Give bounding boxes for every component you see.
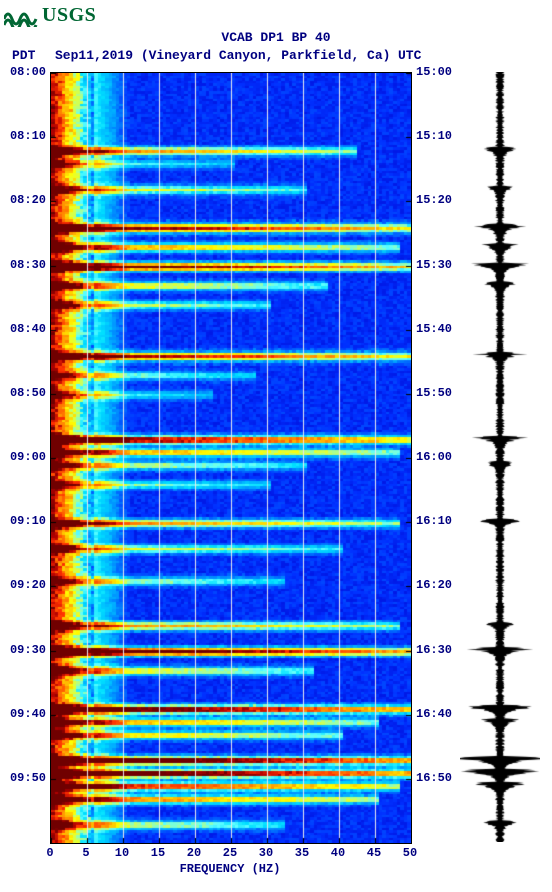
usgs-logo: USGS [4,4,96,27]
tz-left-label: PDT [12,48,35,63]
x-tick: 40 [331,846,345,860]
y-left-tick: 09:30 [2,643,46,657]
x-tick: 0 [46,846,53,860]
page-root: USGS VCAB DP1 BP 40 PDT Sep11,2019 (Vine… [0,0,552,892]
y-left-tick: 09:40 [2,707,46,721]
x-tick: 30 [259,846,273,860]
y-right-tick: 16:20 [416,578,452,592]
y-left-tick: 09:20 [2,578,46,592]
y-right-tick: 16:40 [416,707,452,721]
spectrogram-canvas [51,73,411,843]
y-left-tick: 08:20 [2,193,46,207]
x-tick: 50 [403,846,417,860]
y-left-tick: 08:30 [2,258,46,272]
x-tick: 15 [151,846,165,860]
x-tick: 20 [187,846,201,860]
y-right-tick: 16:30 [416,643,452,657]
x-tick: 25 [223,846,237,860]
wave-icon [4,5,38,27]
y-right-tick: 15:10 [416,129,452,143]
y-left-tick: 08:00 [2,65,46,79]
date-location: Sep11,2019 (Vineyard Canyon, Parkfield, … [55,48,390,63]
y-right-tick: 16:10 [416,514,452,528]
y-right-tick: 15:50 [416,386,452,400]
y-right-tick: 16:00 [416,450,452,464]
chart-title: VCAB DP1 BP 40 [0,30,552,45]
seismogram-trace [460,72,540,842]
x-tick: 35 [295,846,309,860]
y-right-tick: 15:40 [416,322,452,336]
y-left-tick: 08:50 [2,386,46,400]
seismogram-canvas [460,72,540,842]
y-left-tick: 09:50 [2,771,46,785]
x-tick: 10 [115,846,129,860]
x-tick: 45 [367,846,381,860]
y-left-tick: 09:10 [2,514,46,528]
usgs-logo-text: USGS [42,4,96,27]
tz-right-label: UTC [398,48,421,63]
x-axis-label: FREQUENCY (HZ) [50,862,410,876]
x-tick: 5 [82,846,89,860]
y-left-tick: 08:10 [2,129,46,143]
y-right-tick: 16:50 [416,771,452,785]
y-right-tick: 15:20 [416,193,452,207]
spectrogram-plot [50,72,412,844]
y-right-tick: 15:00 [416,65,452,79]
y-left-tick: 08:40 [2,322,46,336]
y-right-tick: 15:30 [416,258,452,272]
y-left-tick: 09:00 [2,450,46,464]
